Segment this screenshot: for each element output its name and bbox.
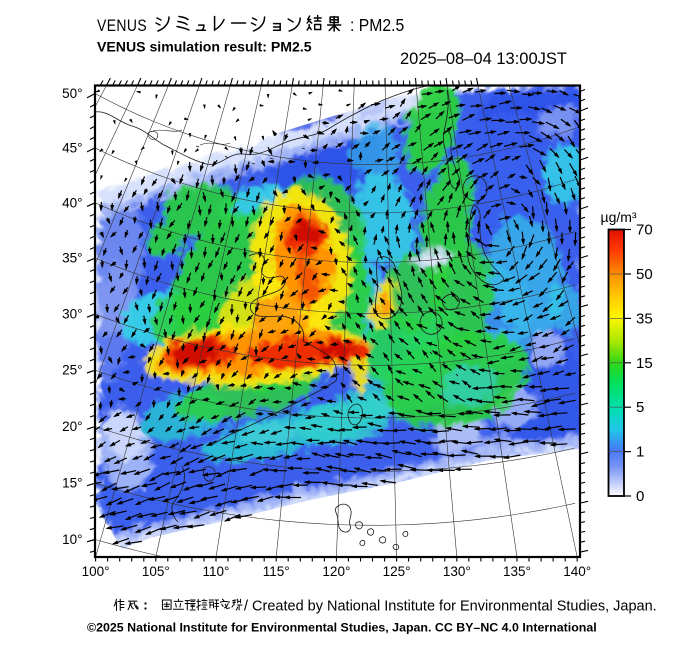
svg-text:125°: 125° — [383, 564, 411, 579]
svg-text:15°: 15° — [62, 476, 82, 491]
svg-text:: PM2.5: : PM2.5 — [350, 15, 404, 35]
svg-text:120°: 120° — [322, 564, 350, 579]
svg-text:5: 5 — [636, 399, 644, 416]
svg-text:35°: 35° — [62, 251, 82, 266]
svg-text:20°: 20° — [62, 419, 82, 434]
svg-text:µg/m³: µg/m³ — [601, 209, 637, 225]
svg-text:/ Created by National Institut: / Created by National Institute for Envi… — [244, 599, 657, 615]
svg-text:115°: 115° — [263, 564, 290, 579]
svg-text:110°: 110° — [203, 564, 230, 579]
svg-text:105°: 105° — [142, 564, 170, 579]
svg-text:2025–08–04 13:00JST: 2025–08–04 13:00JST — [400, 50, 567, 68]
svg-text:50°: 50° — [62, 86, 82, 101]
svg-text:10°: 10° — [62, 532, 82, 547]
svg-text:35: 35 — [636, 310, 653, 327]
svg-text:100°: 100° — [82, 564, 110, 579]
svg-text:0: 0 — [636, 488, 644, 505]
svg-text:45°: 45° — [62, 140, 82, 155]
svg-text:VENUS: VENUS — [97, 17, 147, 36]
svg-text:30°: 30° — [62, 307, 82, 322]
svg-text:©2025 National Institute for E: ©2025 National Institute for Environment… — [87, 621, 597, 635]
svg-text:50: 50 — [636, 266, 653, 283]
svg-text:VENUS simulation result: PM2.5: VENUS simulation result: PM2.5 — [97, 39, 312, 55]
svg-text:40°: 40° — [62, 195, 82, 210]
svg-text:25°: 25° — [62, 363, 82, 378]
svg-text:1: 1 — [636, 444, 644, 461]
svg-text:130°: 130° — [443, 564, 471, 579]
svg-text:15: 15 — [636, 355, 653, 372]
svg-text:135°: 135° — [503, 564, 531, 579]
svg-text:70: 70 — [636, 222, 653, 239]
svg-text:140°: 140° — [563, 564, 591, 579]
